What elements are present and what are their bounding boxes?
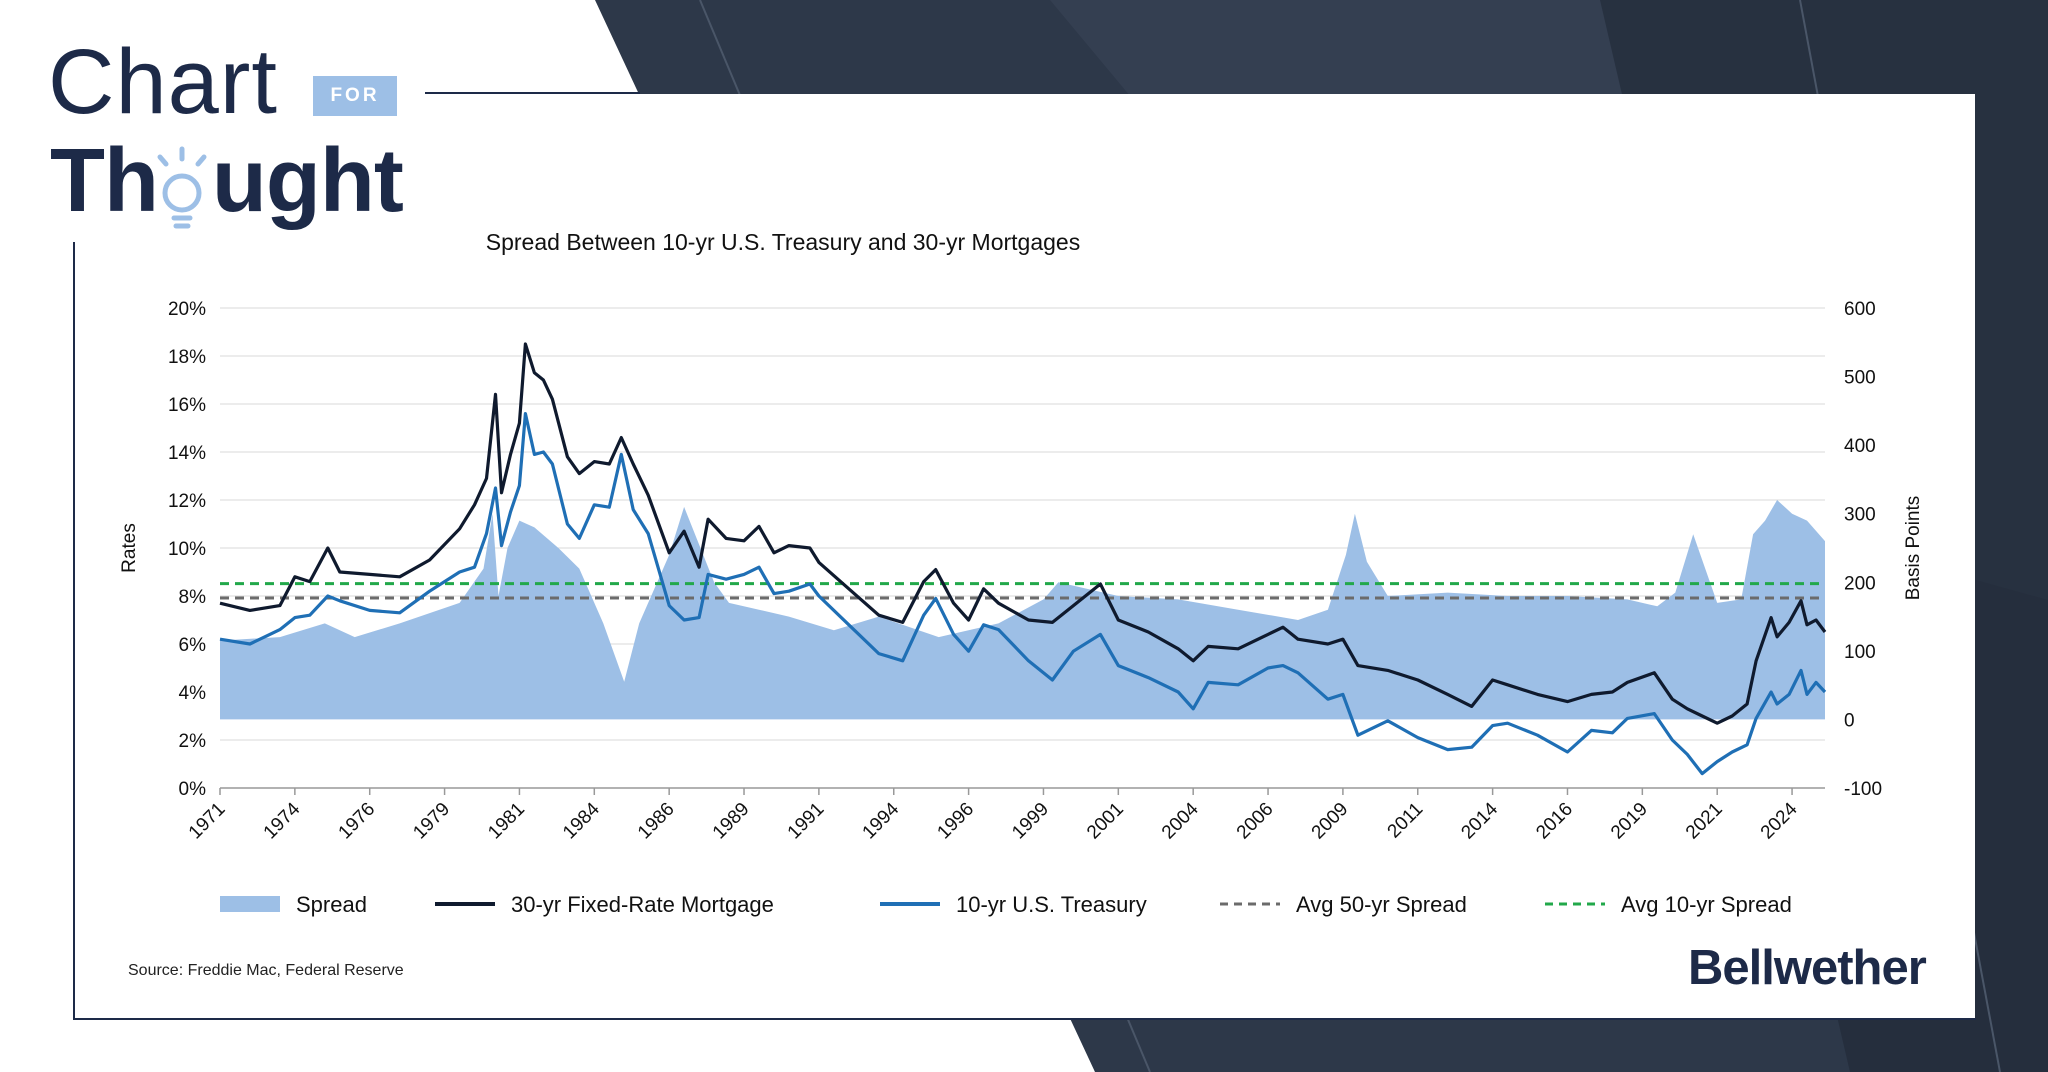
y2-tick-label: -100 xyxy=(1844,779,1882,800)
brand-thought-word: Thought xyxy=(50,131,404,231)
y-tick-label: 20% xyxy=(168,299,206,320)
y-tick-label: 10% xyxy=(168,539,206,560)
source-note: Source: Freddie Mac, Federal Reserve xyxy=(128,962,404,979)
x-tick-label: 2016 xyxy=(1532,799,1577,844)
x-tick-label: 2006 xyxy=(1233,799,1278,844)
brand-chart-word: Chart xyxy=(48,31,278,133)
legend-label: 10-yr U.S. Treasury xyxy=(956,892,1147,917)
chart-title: Spread Between 10-yr U.S. Treasury and 3… xyxy=(486,229,1080,255)
x-tick-label: 2009 xyxy=(1308,799,1353,844)
x-tick-label: 2019 xyxy=(1607,799,1652,844)
card-left-border xyxy=(73,242,75,1020)
x-tick-label: 1994 xyxy=(859,798,904,843)
x-tick-label: 1976 xyxy=(335,799,380,844)
legend-swatch-spread xyxy=(220,896,280,912)
x-tick-label: 1984 xyxy=(559,798,604,843)
x-tick-label: 1999 xyxy=(1008,799,1053,844)
y-axis-title: Rates xyxy=(119,523,140,573)
brand-rule xyxy=(425,92,640,94)
y-tick-label: 16% xyxy=(168,395,206,416)
x-tick-label: 1986 xyxy=(634,799,679,844)
x-tick-label: 2001 xyxy=(1083,799,1128,844)
x-tick-label: 2011 xyxy=(1384,799,1428,843)
legend-label: Spread xyxy=(296,892,367,917)
y-tick-label: 14% xyxy=(168,443,206,464)
y2-tick-label: 0 xyxy=(1844,710,1855,731)
x-tick-label: 2024 xyxy=(1757,798,1802,843)
treasury-line xyxy=(219,412,1827,776)
x-tick-label: 1989 xyxy=(709,799,754,844)
y2-tick-label: 200 xyxy=(1844,573,1876,594)
x-tick-label: 1991 xyxy=(784,799,829,844)
y-tick-label: 4% xyxy=(179,683,207,704)
legend-label: Avg 10-yr Spread xyxy=(1621,892,1792,917)
y2-tick-label: 300 xyxy=(1844,505,1876,526)
x-tick-label: 1974 xyxy=(260,798,305,843)
spread-area xyxy=(220,500,1825,720)
x-tick-label: 1971 xyxy=(185,799,230,844)
spread-chart: Spread Between 10-yr U.S. Treasury and 3… xyxy=(119,229,1924,917)
x-tick-label: 1996 xyxy=(933,799,978,844)
y-tick-label: 8% xyxy=(179,587,207,608)
chart-card xyxy=(75,94,1975,1018)
brand-for-badge: FOR xyxy=(313,76,397,116)
y-tick-label: 6% xyxy=(179,635,207,656)
y2-tick-label: 600 xyxy=(1844,299,1876,320)
y2-tick-label: 400 xyxy=(1844,436,1876,457)
legend-label: 30-yr Fixed-Rate Mortgage xyxy=(511,892,774,917)
lightbulb-icon xyxy=(154,146,210,235)
y-tick-label: 12% xyxy=(168,491,206,512)
y2-tick-label: 500 xyxy=(1844,368,1876,389)
card-bottom-border xyxy=(73,1018,1976,1020)
y-tick-label: 2% xyxy=(179,731,207,752)
y-tick-label: 0% xyxy=(179,779,207,800)
x-tick-label: 2004 xyxy=(1158,798,1203,843)
legend-label: Avg 50-yr Spread xyxy=(1296,892,1467,917)
x-tick-label: 2021 xyxy=(1682,799,1727,844)
x-tick-label: 2014 xyxy=(1457,798,1502,843)
bellwether-logo: Bellwether xyxy=(1688,941,1927,995)
mortgage-line xyxy=(219,342,1827,725)
y2-tick-label: 100 xyxy=(1844,642,1876,663)
x-tick-label: 1979 xyxy=(409,799,454,844)
x-tick-label: 1981 xyxy=(484,799,529,844)
y-tick-label: 18% xyxy=(168,347,206,368)
y2-axis-title: Basis Points xyxy=(1903,496,1924,601)
